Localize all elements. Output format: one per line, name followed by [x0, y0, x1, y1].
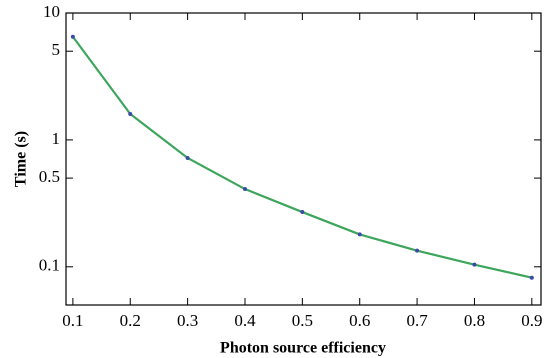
data-point — [185, 156, 190, 161]
y-tick-label: 0.1 — [39, 256, 60, 275]
x-tick-label: 0.8 — [464, 311, 485, 330]
y-tick-label: 1 — [52, 129, 61, 148]
x-tick-label: 0.4 — [234, 311, 256, 330]
series-line — [72, 36, 533, 279]
y-axis-label: Time (s) — [13, 131, 30, 187]
x-tick-label: 0.7 — [406, 311, 428, 330]
x-tick-label: 0.5 — [292, 311, 313, 330]
x-tick-label: 0.9 — [521, 311, 542, 330]
x-tick-label: 0.1 — [62, 311, 83, 330]
plot-frame — [65, 12, 542, 306]
y-tick-label: 10 — [43, 2, 60, 21]
x-axis-label: Photon source efficiency — [220, 340, 386, 357]
data-point — [70, 34, 75, 39]
data-point — [472, 262, 477, 267]
x-tick-label: 0.2 — [120, 311, 141, 330]
data-point — [415, 248, 420, 253]
data-point — [529, 275, 534, 280]
x-tick-label: 0.6 — [349, 311, 370, 330]
y-tick-label: 0.5 — [39, 167, 60, 186]
y-tick-label: 5 — [52, 40, 61, 59]
x-tick-label: 0.3 — [177, 311, 198, 330]
data-point — [357, 232, 362, 237]
data-point — [300, 210, 305, 215]
data-point — [242, 187, 247, 192]
data-point — [128, 111, 133, 116]
